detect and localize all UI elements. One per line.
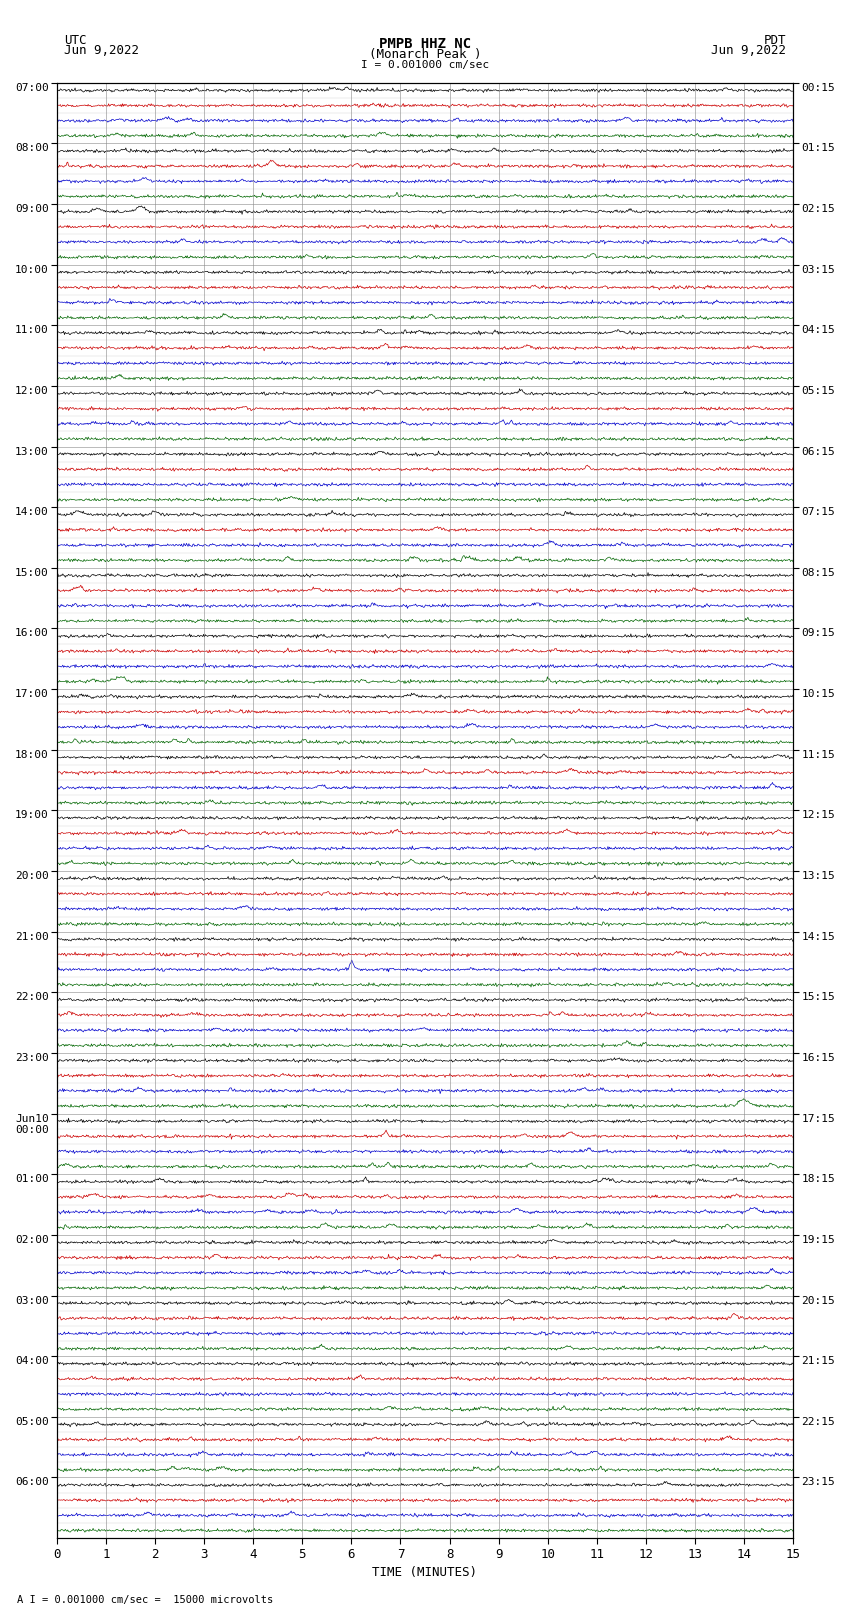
Text: Jun 9,2022: Jun 9,2022 <box>711 44 786 56</box>
Text: PMPB HHZ NC: PMPB HHZ NC <box>379 37 471 52</box>
Text: I = 0.001000 cm/sec: I = 0.001000 cm/sec <box>361 60 489 69</box>
Text: UTC: UTC <box>64 34 86 47</box>
Text: (Monarch Peak ): (Monarch Peak ) <box>369 48 481 61</box>
X-axis label: TIME (MINUTES): TIME (MINUTES) <box>372 1566 478 1579</box>
Text: PDT: PDT <box>764 34 786 47</box>
Text: A I = 0.001000 cm/sec =  15000 microvolts: A I = 0.001000 cm/sec = 15000 microvolts <box>17 1595 273 1605</box>
Text: Jun 9,2022: Jun 9,2022 <box>64 44 139 56</box>
